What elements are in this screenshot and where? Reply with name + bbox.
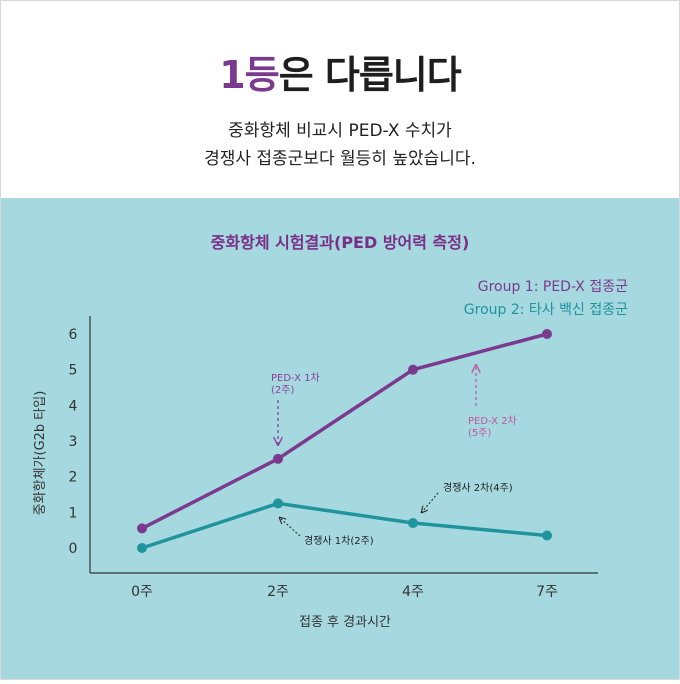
- data-point-group1: [408, 364, 418, 375]
- series-group1: [137, 329, 552, 534]
- annotation-pedx-1-line1: PED-X 1차: [271, 372, 320, 384]
- y-tick-label: 1: [69, 505, 78, 521]
- series-line-group2: [141, 501, 548, 550]
- annotation-pedx-2-line1: PED-X 2차: [468, 415, 517, 427]
- series-line-group1: [141, 332, 548, 530]
- annotation-pedx-2-line2: (5주): [468, 428, 491, 439]
- subtitle-line-2: 경쟁사 접종군보다 월등히 높았습니다.: [204, 149, 476, 169]
- annotation-competitor-2-text: 경쟁사 2차(4주): [443, 481, 513, 494]
- headline-accent: 1등: [219, 53, 279, 97]
- y-tick-label: 0: [69, 541, 78, 557]
- header-section: 1등은 다릅니다 중화항체 비교시 PED-X 수치가 경쟁사 접종군보다 월등…: [0, 0, 680, 198]
- y-tick-label: 4: [69, 398, 78, 414]
- legend-group2: Group 2: 타사 백신 접종군: [464, 302, 628, 318]
- data-point-group2: [542, 530, 552, 541]
- data-point-group2: [137, 543, 147, 553]
- x-axis-label: 접종 후 경과시간: [299, 615, 391, 630]
- y-tick-label: 3: [69, 434, 78, 450]
- y-axis-label: 중화항체가(G2b 타입): [33, 391, 48, 516]
- legend-group1: Group 1: PED-X 접종군: [478, 279, 628, 295]
- data-point-group2: [273, 498, 283, 509]
- annotation-competitor-1: 경쟁사 1차(2주): [280, 518, 374, 547]
- y-tick-label: 6: [69, 327, 78, 343]
- annotation-competitor-2: 경쟁사 2차(4주): [422, 481, 513, 512]
- y-tick-label: 2: [69, 470, 78, 486]
- x-tick-label: 7주: [536, 584, 558, 600]
- annotation-pedx-1: PED-X 1차 (2주): [271, 372, 320, 444]
- x-tick-labels: 0주 2주 4주 7주: [131, 584, 558, 600]
- data-point-group2: [408, 518, 418, 529]
- series-layer: [137, 329, 552, 553]
- annotation-pedx-1-line2: (2주): [271, 385, 294, 396]
- chart-panel: 중화항체 시험결과(PED 방어력 측정) Group 1: PED-X 접종군…: [0, 198, 680, 680]
- x-tick-label: 0주: [131, 584, 153, 600]
- headline-rest: 은 다릅니다: [278, 53, 462, 97]
- subtitle-line-1: 중화항체 비교시 PED-X 수치가: [228, 121, 452, 141]
- data-point-group1: [542, 329, 552, 339]
- y-tick-label: 5: [69, 363, 78, 379]
- chart-title: 중화항체 시험결과(PED 방어력 측정): [211, 233, 470, 252]
- y-tick-labels: 0 1 2 3 4 5 6: [69, 327, 78, 557]
- data-point-group1: [137, 523, 147, 534]
- antibody-line-chart: 중화항체 시험결과(PED 방어력 측정) Group 1: PED-X 접종군…: [33, 233, 628, 630]
- series-group2: [137, 498, 552, 553]
- annotation-competitor-1-arrow: [280, 518, 301, 537]
- headline: 1등은 다릅니다: [0, 44, 680, 99]
- annotation-pedx-2: PED-X 2차 (5주): [468, 366, 517, 439]
- x-tick-label: 4주: [402, 584, 424, 600]
- x-tick-label: 2주: [267, 584, 289, 600]
- annotation-competitor-1-text: 경쟁사 1차(2주): [304, 534, 374, 547]
- annotation-competitor-2-arrow: [422, 492, 439, 512]
- data-point-group1: [273, 453, 283, 464]
